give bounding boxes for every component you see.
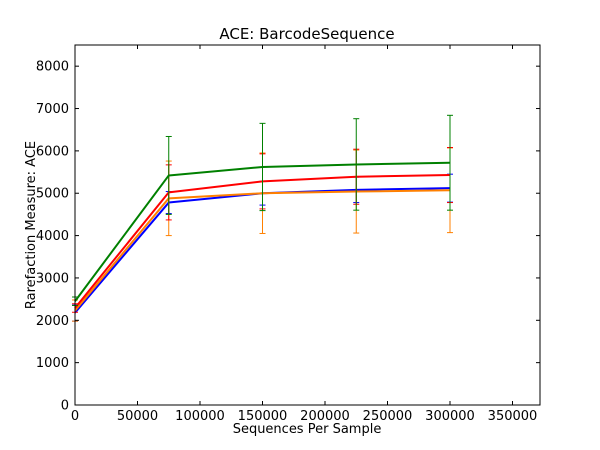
series-4-error-bar [259,122,266,212]
series-4 [72,114,453,306]
x-tick-label: 200000 [300,409,350,424]
y-tick-label: 6000 [36,144,69,159]
x-tick-label: 150000 [238,409,288,424]
chart-title: ACE: BarcodeSequence [219,25,394,43]
series-4-error-bar [165,135,172,215]
y-tick-label: 4000 [36,229,69,244]
series-4-error-bar [353,118,360,211]
y-tick-label: 1000 [36,356,69,371]
axis-ticks: 0 50000 100000 150000 200000 250000 300000 3500… [36,45,540,424]
y-tick-label: 2000 [36,314,69,329]
y-tick-label: 7000 [36,102,69,117]
x-tick-label: 0 [71,409,79,424]
x-tick-label: 300000 [425,409,475,424]
y-tick-label: 8000 [36,60,69,75]
x-tick-label: 100000 [175,409,225,424]
y-axis-label: Rarefaction Measure: ACE [24,141,39,309]
x-tick-label: 250000 [363,409,413,424]
plot-area [72,114,453,322]
y-tick-label: 3000 [36,271,69,286]
axes-frame [74,44,541,406]
x-tick-label: 350000 [488,409,538,424]
x-axis-label: Sequences Per Sample [233,422,382,437]
x-tick-label: 50000 [117,409,158,424]
y-tick-label: 0 [61,399,69,414]
series-4-error-bar [447,114,453,211]
y-tick-label: 5000 [36,187,69,202]
